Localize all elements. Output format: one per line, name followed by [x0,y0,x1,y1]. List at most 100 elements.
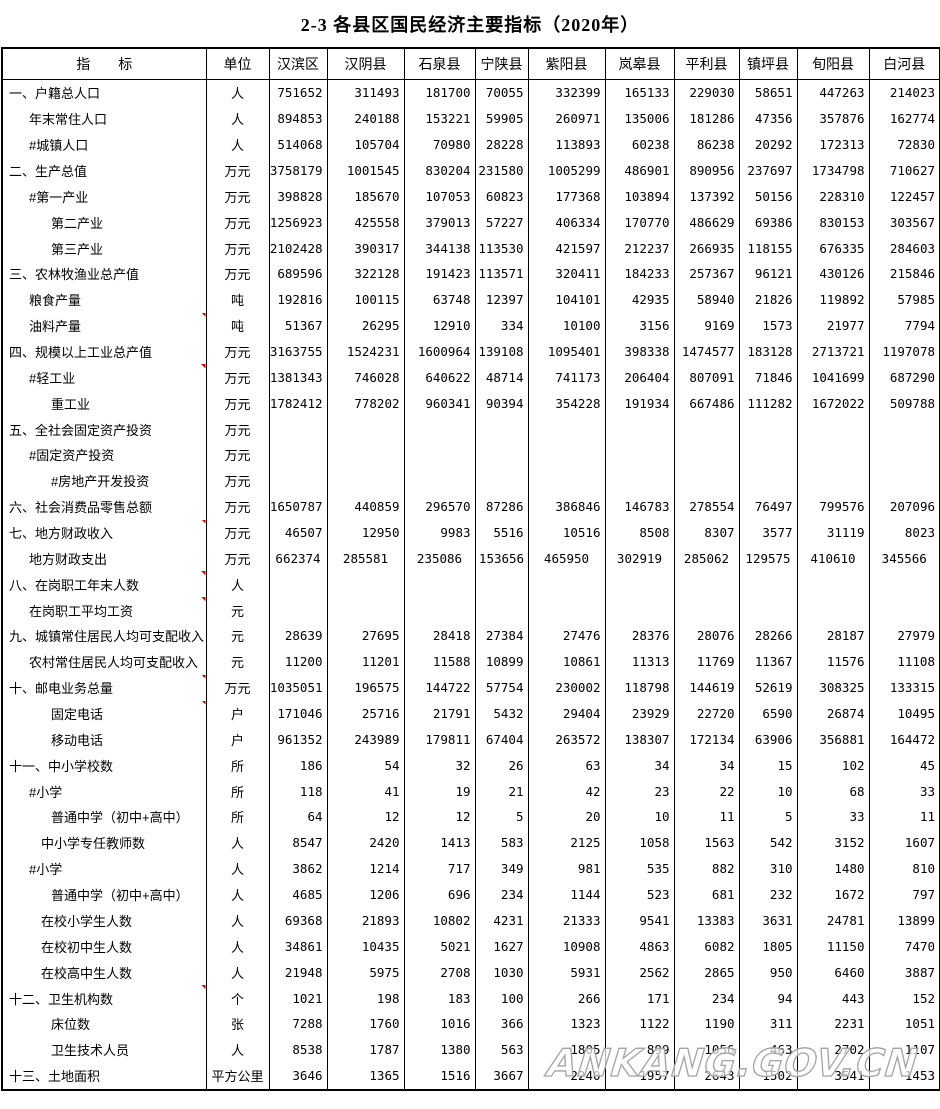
value-cell: 28418 [403,623,476,649]
comment-flag-icon [197,519,205,524]
value-cell: 232 [738,881,798,908]
value-cell: 237697 [738,157,798,184]
value-cell: 10435 [326,933,405,960]
value-cell: 11201 [326,648,405,675]
indicator-label: 重工业 [1,390,207,417]
value-cell: 1600964 [403,338,476,365]
comment-flag-icon [197,674,205,679]
value-cell: 162774 [868,105,940,132]
value-cell: 1206 [326,881,405,908]
table-row: #小学人 3862 1214 717 349 981 535 882 310 1480 810 [1,855,940,882]
value-cell: 231580 [474,157,529,184]
value-cell: 687290 [868,364,940,391]
unit-cell: 万元 [205,364,270,391]
value-cell [268,442,328,468]
value-cell: 172134 [673,726,740,753]
value-cell: 1650787 [268,493,328,520]
value-cell: 11200 [268,648,328,675]
comment-flag-icon [197,312,205,317]
value-cell [268,416,328,443]
value-cell: 12 [326,804,405,830]
value-cell: 29404 [527,700,606,727]
value-cell [403,571,476,598]
value-cell: 26 [474,752,529,779]
unit-cell: 所 [205,752,270,779]
value-cell [474,442,529,468]
value-cell: 170770 [604,209,675,236]
indicator-label: #城镇人口 [1,131,207,158]
value-cell: 1197078 [868,338,940,365]
value-cell: 68 [796,778,870,805]
value-cell: 12950 [326,519,405,546]
value-cell: 63906 [738,726,798,753]
indicator-label: 在校初中生人数 [1,933,207,960]
value-cell: 70980 [403,131,476,158]
value-cell: 214023 [868,79,940,106]
value-cell: 22720 [673,700,740,727]
table-row: 普通中学（初中+高中）人 4685 1206 696 234 1144 523 681 232 1… [1,881,940,908]
value-cell: 206404 [604,364,675,391]
table-row: 一、户籍总人口人 751652 311493 181700 70055 332399 165… [1,79,940,106]
value-cell: 4685 [268,881,328,908]
indicator-label: 普通中学（初中+高中） [1,881,207,908]
value-cell: 86238 [673,131,740,158]
table-row: 在岗职工平均工资元 [1,597,940,624]
value-cell: 5975 [326,959,405,986]
value-cell: 1805 [527,1036,606,1063]
value-cell: 10802 [403,907,476,934]
unit-cell: 平方公里 [205,1062,270,1091]
value-cell: 1672 [796,881,870,908]
value-cell: 181286 [673,105,740,132]
value-cell: 640622 [403,364,476,391]
table-row: 中小学专任教师数人 8547 2420 1413 583 2125 1058 1563 542 3… [1,829,940,856]
value-cell [673,597,740,624]
value-cell: 21333 [527,907,606,934]
unit-cell: 万元 [205,519,270,546]
value-cell [527,597,606,624]
value-cell: 1095401 [527,338,606,365]
page-title: 2-3 各县区国民经济主要指标（2020年） [300,15,640,35]
value-cell: 34 [604,752,675,779]
value-cell [796,597,870,624]
value-cell: 3163755 [268,338,328,365]
value-cell: 87286 [474,493,529,520]
value-cell: 332399 [527,79,606,106]
value-cell: 308325 [796,674,870,701]
table-row: #城镇人口人 514068 105704 70980 28228 113893 60238 8… [1,131,940,158]
value-cell: 191423 [403,261,476,287]
indicator-label: 十二、卫生机构数 [1,985,207,1011]
value-cell: 26295 [326,312,405,339]
unit-column-header: 单位 [205,47,270,80]
table-row: #房地产开发投资 万元 [1,467,940,494]
value-cell: 5931 [527,959,606,986]
value-cell: 229030 [673,79,740,106]
value-cell: 746028 [326,364,405,391]
unit-cell: 所 [205,778,270,805]
value-cell: 94 [738,985,798,1011]
value-cell: 185670 [326,183,405,210]
value-cell: 799576 [796,493,870,520]
unit-cell: 万元 [205,157,270,184]
value-cell: 59905 [474,105,529,132]
value-cell: 11150 [796,933,870,960]
value-cell: 710627 [868,157,940,184]
value-cell: 102 [796,752,870,779]
value-cell [268,571,328,598]
value-cell: 152 [868,985,940,1011]
value-cell: 23 [604,778,675,805]
indicator-label: 十、邮电业务总量 [1,674,207,701]
table-row: 九、城镇常住居民人均可支配收入元 28639 27695 28418 27384 2747… [1,623,940,649]
value-cell: 344138 [403,235,476,262]
value-cell: 129575 [738,545,798,572]
value-cell: 5432 [474,700,529,727]
value-cell: 165133 [604,79,675,106]
unit-cell: 人 [205,829,270,856]
value-cell: 21893 [326,907,405,934]
value-cell: 33 [868,778,940,805]
value-cell: 1805 [738,933,798,960]
value-cell: 379013 [403,209,476,236]
value-cell: 406334 [527,209,606,236]
value-cell: 398338 [604,338,675,365]
value-cell [796,416,870,443]
value-cell: 535 [604,855,675,882]
